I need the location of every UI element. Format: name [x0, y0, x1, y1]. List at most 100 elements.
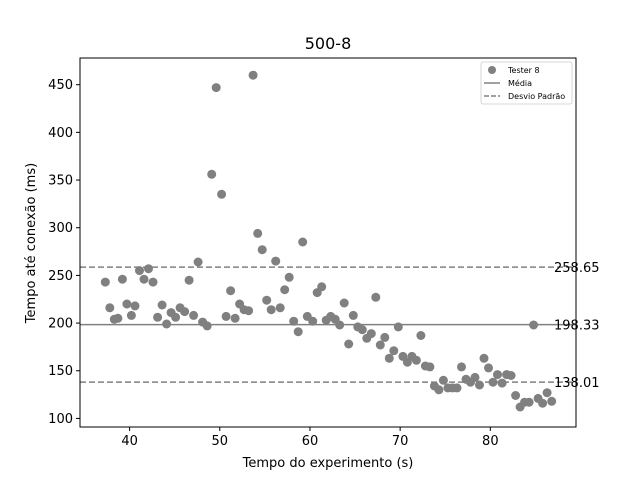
- legend: Tester 8 Média Desvio Padrão: [480, 61, 573, 105]
- data-point: [202, 321, 212, 331]
- data-point: [211, 83, 221, 93]
- data-point: [226, 286, 236, 296]
- data-point: [416, 331, 426, 340]
- data-point: [348, 310, 358, 320]
- data-point: [538, 398, 548, 408]
- y-axis-title: Tempo até conexão (ms): [24, 163, 39, 324]
- data-point: [139, 274, 149, 284]
- data-point: [457, 362, 466, 372]
- legend-box: [480, 61, 573, 105]
- data-point: [244, 306, 254, 316]
- data-point: [298, 237, 308, 247]
- data-point: [207, 169, 217, 179]
- data-point: [189, 310, 199, 320]
- x-tick-label: 60: [302, 434, 319, 449]
- data-point: [280, 285, 290, 295]
- data-point: [171, 312, 181, 322]
- data-point: [221, 311, 231, 321]
- data-point: [113, 313, 123, 323]
- data-point: [317, 282, 327, 292]
- data-point: [117, 274, 127, 284]
- y-tick-label: 200: [48, 317, 73, 332]
- data-point: [434, 385, 444, 395]
- data-point: [375, 340, 385, 350]
- data-point: [253, 228, 263, 238]
- data-point: [217, 189, 227, 199]
- data-point: [157, 300, 167, 310]
- y-tick-label: 150: [48, 364, 73, 379]
- data-point: [411, 355, 421, 365]
- data-point: [308, 316, 318, 326]
- data-point: [135, 266, 144, 276]
- data-point: [357, 325, 367, 335]
- data-point: [344, 339, 354, 349]
- data-point: [248, 70, 258, 80]
- std-dev-value-label: 258.65: [554, 261, 600, 276]
- data-point: [547, 396, 557, 406]
- data-point: [289, 316, 299, 326]
- data-point: [511, 391, 521, 400]
- y-tick-label: 450: [48, 78, 73, 93]
- data-point: [524, 397, 534, 407]
- legend-marker-icon: [488, 66, 496, 74]
- data-point: [262, 295, 272, 305]
- data-point: [257, 245, 267, 255]
- data-point: [425, 362, 435, 372]
- data-point: [130, 301, 140, 311]
- data-point: [184, 275, 194, 285]
- y-tick-label: 400: [48, 126, 73, 141]
- data-points: [100, 70, 557, 412]
- y-tick-label: 300: [48, 221, 73, 236]
- data-point: [162, 319, 172, 329]
- data-point: [193, 257, 203, 267]
- data-point: [339, 298, 349, 308]
- y-tick-label: 100: [48, 412, 73, 427]
- data-point: [105, 303, 115, 313]
- x-tick-label: 50: [212, 434, 229, 449]
- data-point: [452, 383, 462, 393]
- data-point: [148, 277, 158, 287]
- y-axis-ticks: 100 150 200 250 300 350 400 450: [48, 78, 80, 427]
- data-point: [488, 377, 498, 387]
- data-point: [144, 264, 153, 274]
- legend-label: Tester 8: [507, 66, 540, 75]
- data-point: [393, 322, 403, 332]
- data-point: [380, 332, 390, 342]
- legend-label: Média: [508, 78, 532, 88]
- x-tick-label: 80: [482, 434, 499, 449]
- data-point: [271, 256, 281, 266]
- data-point: [438, 375, 448, 385]
- x-axis-title: Tempo do experimento (s): [242, 456, 414, 471]
- chart-title: 500-8: [305, 34, 352, 53]
- data-point: [126, 310, 136, 320]
- data-point: [371, 292, 381, 302]
- data-point: [484, 363, 493, 373]
- x-tick-label: 40: [121, 434, 138, 449]
- data-point: [475, 380, 484, 390]
- data-point: [529, 320, 539, 330]
- data-point: [293, 327, 303, 337]
- y-tick-label: 350: [48, 174, 73, 189]
- legend-entries: Tester 8 Média Desvio Padrão: [484, 66, 565, 101]
- plot-frame: [79, 57, 577, 428]
- data-point: [266, 305, 276, 315]
- data-point: [497, 378, 507, 388]
- data-point: [366, 329, 376, 339]
- data-point: [384, 353, 394, 363]
- data-point: [100, 277, 110, 287]
- mean-value-label: 198.33: [554, 319, 600, 334]
- data-point: [275, 303, 285, 313]
- data-point: [470, 372, 480, 382]
- data-point: [153, 312, 163, 322]
- legend-label: Desvio Padrão: [508, 92, 565, 101]
- data-point: [122, 299, 132, 309]
- data-point: [542, 388, 552, 398]
- data-point: [335, 320, 345, 330]
- data-point: [506, 371, 516, 380]
- data-point: [230, 313, 240, 323]
- data-point: [284, 272, 294, 282]
- data-point: [493, 370, 502, 380]
- data-point: [389, 346, 399, 356]
